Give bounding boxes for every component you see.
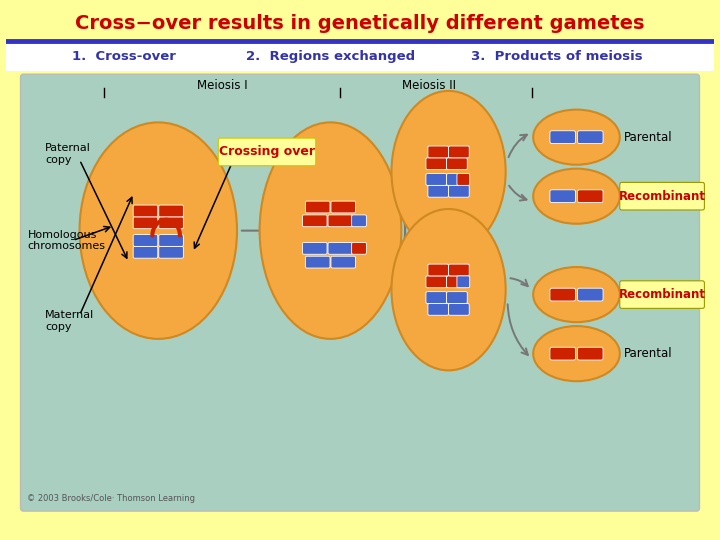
Text: Recombinant: Recombinant [618, 190, 706, 202]
FancyBboxPatch shape [331, 256, 356, 268]
FancyBboxPatch shape [428, 264, 449, 276]
Text: Crossing over: Crossing over [218, 145, 315, 158]
Text: Parental: Parental [624, 347, 672, 360]
Ellipse shape [392, 91, 505, 252]
Text: Cross−over results in genetically different gametes: Cross−over results in genetically differ… [76, 14, 644, 32]
FancyBboxPatch shape [446, 173, 467, 185]
FancyBboxPatch shape [305, 201, 330, 213]
FancyBboxPatch shape [159, 246, 184, 258]
Ellipse shape [534, 326, 620, 381]
FancyBboxPatch shape [577, 131, 603, 144]
FancyBboxPatch shape [550, 190, 575, 202]
FancyBboxPatch shape [218, 138, 315, 166]
FancyBboxPatch shape [620, 183, 704, 210]
FancyBboxPatch shape [577, 347, 603, 360]
FancyBboxPatch shape [449, 185, 469, 197]
FancyBboxPatch shape [6, 40, 714, 71]
Text: 1.  Cross-over: 1. Cross-over [72, 50, 176, 63]
Text: Homologous
chromosomes: Homologous chromosomes [27, 230, 105, 251]
FancyBboxPatch shape [133, 234, 158, 246]
Text: © 2003 Brooks/Cole· Thomson Learning: © 2003 Brooks/Cole· Thomson Learning [27, 494, 195, 503]
FancyBboxPatch shape [133, 217, 158, 228]
FancyBboxPatch shape [457, 173, 469, 185]
Text: Parental: Parental [624, 131, 672, 144]
FancyBboxPatch shape [133, 205, 158, 217]
FancyBboxPatch shape [550, 347, 575, 360]
FancyBboxPatch shape [577, 288, 603, 301]
FancyBboxPatch shape [620, 281, 704, 308]
Text: 3.  Products of meiosis: 3. Products of meiosis [471, 50, 643, 63]
FancyBboxPatch shape [159, 217, 184, 228]
FancyBboxPatch shape [305, 256, 330, 268]
FancyBboxPatch shape [449, 146, 469, 158]
Text: Paternal
copy: Paternal copy [45, 143, 91, 165]
FancyBboxPatch shape [446, 276, 467, 288]
FancyBboxPatch shape [428, 303, 449, 315]
Ellipse shape [260, 123, 401, 339]
FancyBboxPatch shape [446, 158, 467, 170]
FancyBboxPatch shape [302, 215, 327, 227]
FancyBboxPatch shape [302, 242, 327, 254]
Text: Meiosis II: Meiosis II [402, 78, 456, 91]
FancyBboxPatch shape [550, 288, 575, 301]
FancyBboxPatch shape [426, 276, 446, 288]
FancyBboxPatch shape [428, 146, 449, 158]
Text: Maternal
copy: Maternal copy [45, 310, 94, 332]
FancyBboxPatch shape [133, 246, 158, 258]
FancyBboxPatch shape [6, 4, 714, 40]
Ellipse shape [534, 267, 620, 322]
FancyBboxPatch shape [446, 292, 467, 303]
FancyBboxPatch shape [428, 185, 449, 197]
FancyBboxPatch shape [426, 292, 446, 303]
Text: Recombinant: Recombinant [618, 288, 706, 301]
FancyBboxPatch shape [328, 242, 353, 254]
FancyBboxPatch shape [426, 158, 446, 170]
FancyBboxPatch shape [331, 201, 356, 213]
FancyBboxPatch shape [550, 131, 575, 144]
FancyBboxPatch shape [577, 190, 603, 202]
Ellipse shape [392, 209, 505, 370]
FancyBboxPatch shape [351, 215, 366, 227]
FancyBboxPatch shape [426, 173, 446, 185]
FancyBboxPatch shape [351, 242, 366, 254]
Ellipse shape [534, 110, 620, 165]
Ellipse shape [79, 123, 237, 339]
FancyBboxPatch shape [457, 276, 469, 288]
FancyBboxPatch shape [449, 303, 469, 315]
Text: 2.  Regions exchanged: 2. Regions exchanged [246, 50, 415, 63]
Ellipse shape [534, 168, 620, 224]
Text: Meiosis I: Meiosis I [197, 78, 248, 91]
FancyBboxPatch shape [449, 264, 469, 276]
FancyBboxPatch shape [20, 74, 700, 511]
FancyBboxPatch shape [159, 234, 184, 246]
FancyBboxPatch shape [159, 205, 184, 217]
FancyBboxPatch shape [328, 215, 353, 227]
